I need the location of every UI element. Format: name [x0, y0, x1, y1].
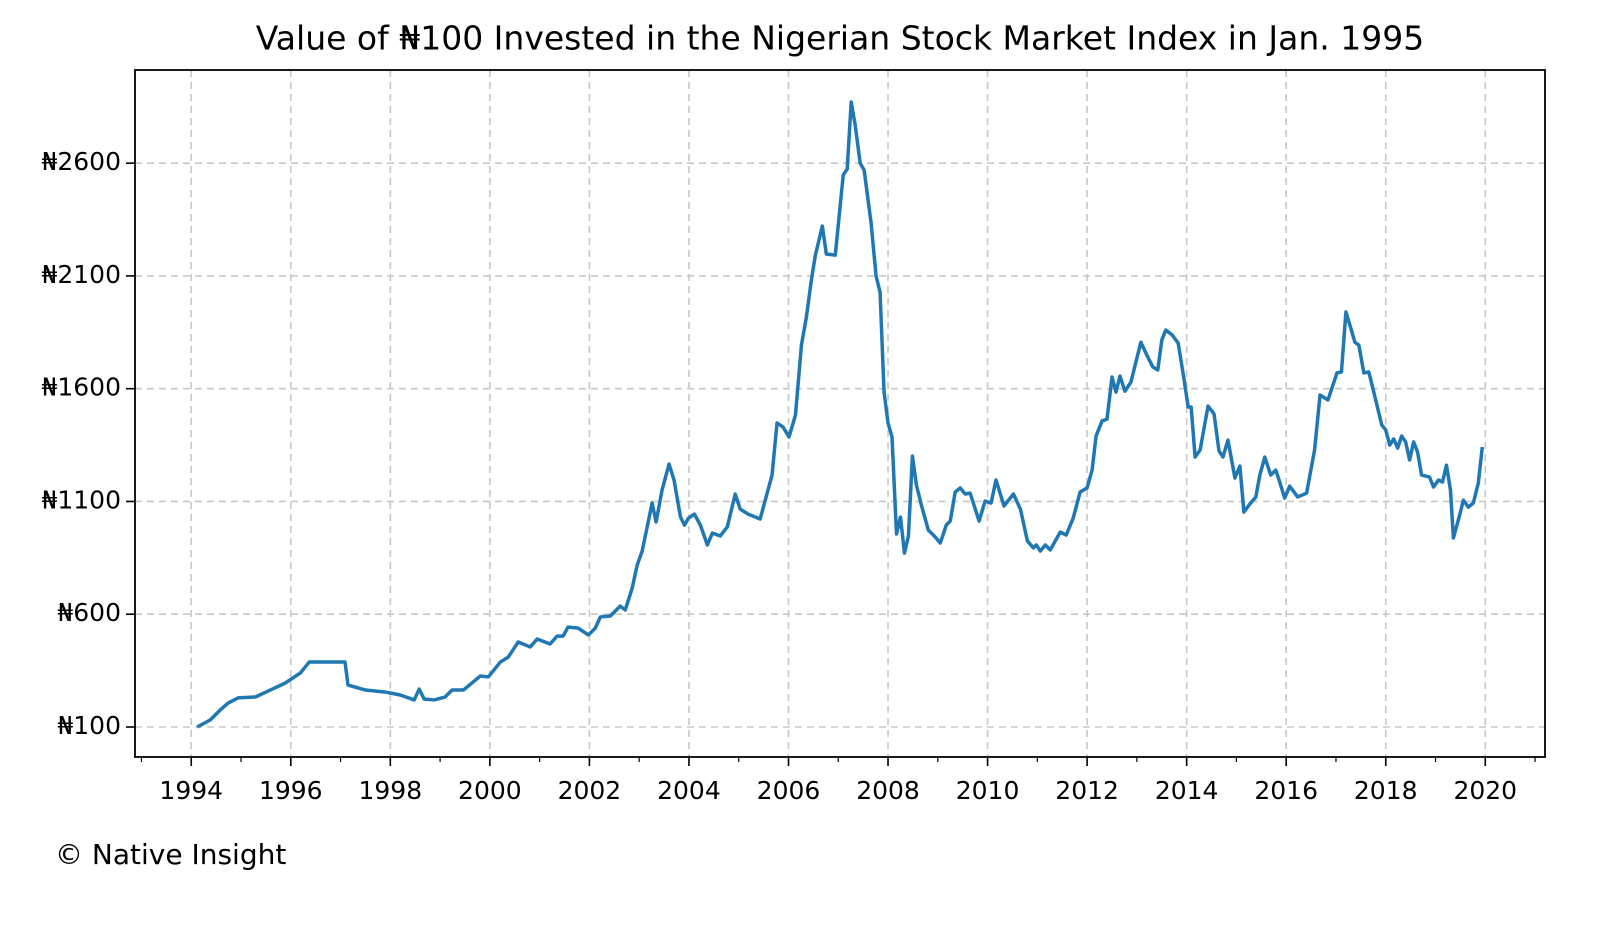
x-tick-label: 2006 — [757, 776, 821, 805]
y-tick-label: ₦600 — [57, 598, 121, 627]
x-tick-label: 1998 — [359, 776, 423, 805]
plot-frame — [134, 69, 1546, 758]
y-tick-label: ₦1600 — [41, 373, 121, 402]
x-tick-label: 2018 — [1354, 776, 1418, 805]
chart-title: Value of ₦100 Invested in the Nigerian S… — [256, 19, 1424, 58]
x-tick-label: 2014 — [1155, 776, 1219, 805]
y-tick-label: ₦1100 — [41, 485, 121, 514]
y-tick-label: ₦2600 — [41, 147, 121, 176]
footer: © Native Insight — [55, 838, 286, 871]
x-tick-label: 2004 — [657, 776, 721, 805]
x-tick-label: 2020 — [1453, 776, 1517, 805]
y-tick-label: ₦2100 — [41, 260, 121, 289]
line-series — [196, 100, 1485, 729]
x-tick-label: 1996 — [259, 776, 323, 805]
x-tick-label: 2012 — [1055, 776, 1119, 805]
x-tick-label: 2002 — [558, 776, 622, 805]
y-tick-label: ₦100 — [57, 711, 121, 740]
x-tick-label: 2000 — [458, 776, 522, 805]
x-tick-label: 2016 — [1254, 776, 1318, 805]
x-tick-label: 2008 — [856, 776, 920, 805]
x-tick-label: 2010 — [956, 776, 1020, 805]
x-tick-label: 1994 — [159, 776, 223, 805]
